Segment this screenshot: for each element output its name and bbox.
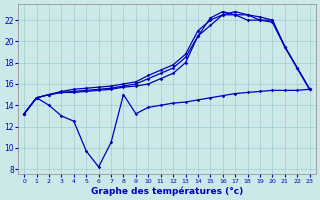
X-axis label: Graphe des températures (°c): Graphe des températures (°c) <box>91 186 243 196</box>
